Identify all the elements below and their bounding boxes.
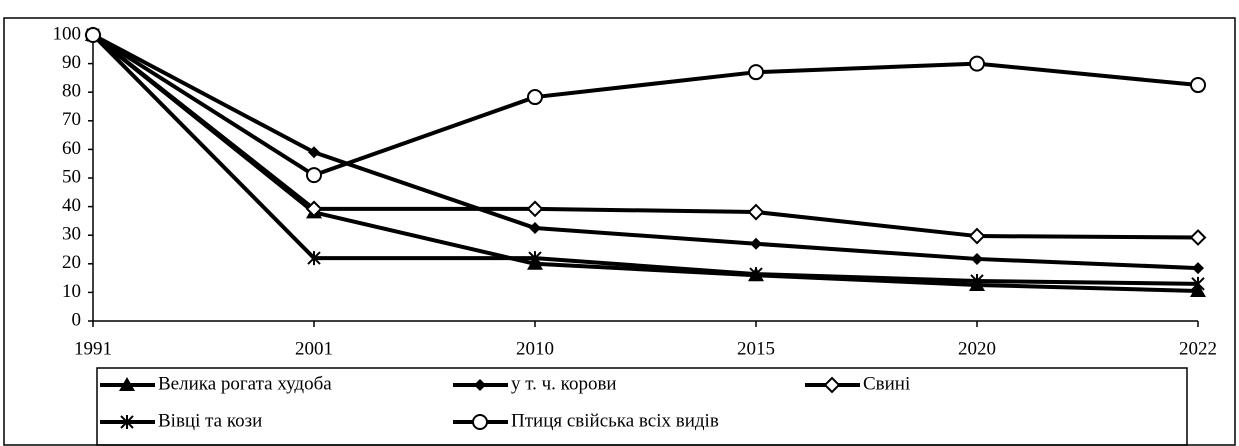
- marker-shape: [750, 237, 762, 250]
- marker-shape: [306, 167, 322, 184]
- marker-shape: [1191, 276, 1205, 291]
- marker: [1191, 276, 1205, 291]
- marker: [749, 267, 763, 282]
- y-tick-label: 70: [62, 109, 81, 130]
- legend-label: Велика рогата худоба: [158, 373, 332, 394]
- x-tick-label: 2010: [516, 338, 554, 359]
- series-line: [91, 33, 1199, 286]
- marker-shape: [747, 203, 765, 221]
- marker-shape: [1189, 229, 1207, 246]
- marker-shape: [971, 252, 983, 265]
- series-line: [91, 33, 1199, 293]
- x-tick-label: 1991: [74, 338, 112, 359]
- legend-marker: [474, 379, 486, 391]
- marker: [970, 273, 984, 288]
- legend-marker: [823, 376, 841, 394]
- marker-shape: [526, 200, 544, 218]
- legend-label: у т. ч. корови: [511, 373, 617, 394]
- legend-marker: [119, 377, 135, 391]
- marker: [1189, 229, 1207, 246]
- y-tick-label: 80: [62, 81, 81, 102]
- legend-label: Вівці та кози: [158, 410, 262, 431]
- marker-shape: [748, 64, 764, 81]
- marker: [529, 222, 541, 235]
- y-tick-label: 40: [62, 195, 81, 216]
- y-tick-label: 10: [62, 281, 81, 302]
- marker: [748, 64, 764, 81]
- marker: [527, 89, 543, 106]
- y-tick-label: 90: [62, 52, 81, 73]
- marker: [85, 27, 101, 43]
- series-line: [92, 33, 1199, 271]
- marker-shape: [85, 27, 101, 43]
- marker-shape: [969, 55, 985, 72]
- marker: [305, 200, 323, 218]
- y-tick-label: 0: [72, 309, 82, 330]
- series-line: [91, 33, 1199, 178]
- marker: [1192, 262, 1204, 275]
- series-line: [91, 33, 1199, 240]
- legend-label: Птиця свійська всіх видів: [511, 410, 719, 431]
- marker-shape: [529, 222, 541, 235]
- marker-shape: [1190, 77, 1206, 94]
- marker-shape: [823, 376, 841, 394]
- marker-shape: [527, 89, 543, 106]
- marker-shape: [1192, 262, 1204, 275]
- marker-shape: [119, 377, 135, 391]
- x-tick-label: 2015: [737, 338, 775, 359]
- marker-shape: [749, 267, 763, 282]
- x-tick-label: 2022: [1179, 338, 1217, 359]
- marker: [306, 167, 322, 184]
- y-tick-label: 50: [62, 166, 81, 187]
- y-tick-label: 20: [62, 252, 81, 273]
- marker-shape: [528, 251, 542, 266]
- marker-shape: [307, 251, 321, 266]
- marker: [526, 200, 544, 218]
- marker: [969, 55, 985, 72]
- marker: [747, 203, 765, 221]
- marker: [971, 252, 983, 265]
- x-tick-label: 2020: [958, 338, 996, 359]
- marker-shape: [472, 414, 488, 430]
- marker-shape: [968, 227, 986, 245]
- legend-marker: [120, 415, 134, 429]
- y-tick-label: 100: [53, 23, 82, 44]
- marker-shape: [474, 379, 486, 391]
- y-tick-label: 30: [62, 224, 81, 245]
- marker: [1190, 77, 1206, 94]
- x-tick-label: 2001: [295, 338, 333, 359]
- y-tick-label: 60: [62, 138, 81, 159]
- marker: [528, 251, 542, 266]
- legend-marker: [472, 414, 488, 430]
- marker-shape: [308, 146, 320, 159]
- marker-shape: [305, 200, 323, 218]
- legend-border: [96, 367, 1188, 446]
- marker: [750, 237, 762, 250]
- marker-shape: [970, 273, 984, 288]
- marker: [308, 146, 320, 159]
- marker: [307, 251, 321, 266]
- marker: [968, 227, 986, 245]
- legend-label: Свині: [863, 373, 910, 394]
- marker-shape: [120, 415, 134, 429]
